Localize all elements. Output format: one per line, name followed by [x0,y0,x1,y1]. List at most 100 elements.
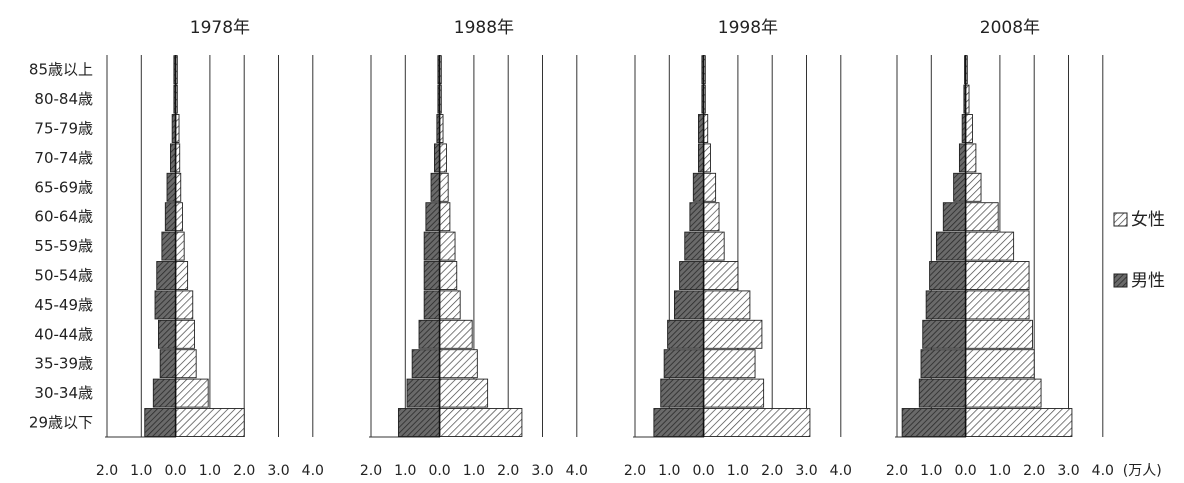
bar-male [958,143,967,173]
bar-female [175,261,189,290]
panel-title: 1998年 [718,18,778,38]
bar-female [703,202,720,232]
tick-label: 1.0 [989,463,1011,479]
bar-female [965,172,982,202]
bar-female [439,202,451,232]
tick-label: 1.0 [199,463,221,479]
bar-male [925,290,967,320]
bar-female [965,143,977,173]
bar-male [411,349,441,379]
bar-female [965,231,1015,261]
category-label: 55-59歳 [34,237,93,255]
tick-label: 2.0 [1023,463,1045,479]
category-label: 60-64歳 [34,208,93,226]
bar-male [164,202,177,232]
bar-male [660,378,705,408]
bar-male [423,290,441,320]
category-label: 65-69歳 [34,178,93,196]
category-label: 80-84歳 [34,90,93,108]
bar-female [965,202,999,232]
category-label: 30-34歳 [34,384,93,402]
bar-male [144,408,177,437]
bar-female [965,408,1073,437]
tick-label: 2.0 [624,463,646,479]
bar-female [175,290,194,320]
bar-male [901,408,967,437]
panel-1: 1988年 2.0 1.0 0.0 1.0 2.0 3.0 4.0 [360,18,588,479]
bar-male [418,319,441,349]
bar-female [175,319,195,349]
panel-0: 1978年 2.0 1.0 0.0 1.0 2.0 3.0 4.0 [96,18,324,479]
bar-male [920,349,967,379]
bar-female [703,172,717,202]
tick-label: 3.0 [795,463,817,479]
bar-female [439,261,458,290]
panel-3: 2008年 2.0 1.0 0.0 1.0 2.0 3.0 4.0 (万人) [886,18,1162,479]
tick-label: 4.0 [302,463,324,479]
category-label: 70-74歳 [34,149,93,167]
category-label: 85歳以上 [29,61,93,79]
tick-label: 2.0 [233,463,255,479]
bar-male [918,378,967,408]
bar-male [406,378,441,408]
panel-title: 2008年 [980,18,1040,38]
bar-male [397,408,441,437]
bar-male [161,231,177,261]
tick-label: 2.0 [886,463,908,479]
legend-label: 男性 [1131,271,1165,291]
bar-male [673,290,705,320]
bar-female [965,349,1035,379]
tick-label: 3.0 [531,463,553,479]
bar-male [692,172,705,202]
tick-label: 2.0 [96,463,118,479]
category-label: 75-79歳 [34,120,93,138]
bar-female [703,143,711,173]
bar-female [175,349,197,379]
category-label: 40-44歳 [34,325,93,343]
tick-label: 1.0 [463,463,485,479]
tick-label: 4.0 [1092,463,1114,479]
bar-female [703,408,811,437]
bar-female [439,290,461,320]
bar-male [430,172,441,202]
bar-male [935,231,967,261]
bar-male [663,349,705,379]
category-label: 35-39歳 [34,355,93,373]
bar-female [703,231,725,261]
tick-label: 0.0 [164,463,186,479]
tick-label: 2.0 [761,463,783,479]
bar-male [667,319,705,349]
tick-label: 1.0 [130,463,152,479]
legend-swatch [1113,273,1128,288]
bar-male [942,202,967,232]
bar-female [703,261,739,290]
bar-female [965,114,973,143]
bar-female [703,290,751,320]
bar-male [929,261,967,290]
tick-label: 0.0 [954,463,976,479]
bar-female [175,408,245,437]
bar-female [439,231,456,261]
bar-female [965,261,1030,290]
panel-title: 1988年 [454,18,514,38]
tick-label: 0.0 [692,463,714,479]
bar-male [152,378,177,408]
unit-label: (万人) [1123,463,1162,479]
bar-female [439,349,478,379]
legend-label: 女性 [1131,210,1165,230]
tick-label: 3.0 [267,463,289,479]
bar-male [922,319,967,349]
bar-male [953,172,967,202]
panel-title: 1978年 [190,18,250,38]
bar-male [684,231,705,261]
bar-female [439,408,523,437]
bar-male [154,290,177,320]
bar-male [159,349,177,379]
bar-female [175,378,209,408]
bar-female [439,378,489,408]
bar-male [423,261,441,290]
bar-male [156,261,177,290]
tick-label: 4.0 [830,463,852,479]
tick-label: 1.0 [394,463,416,479]
